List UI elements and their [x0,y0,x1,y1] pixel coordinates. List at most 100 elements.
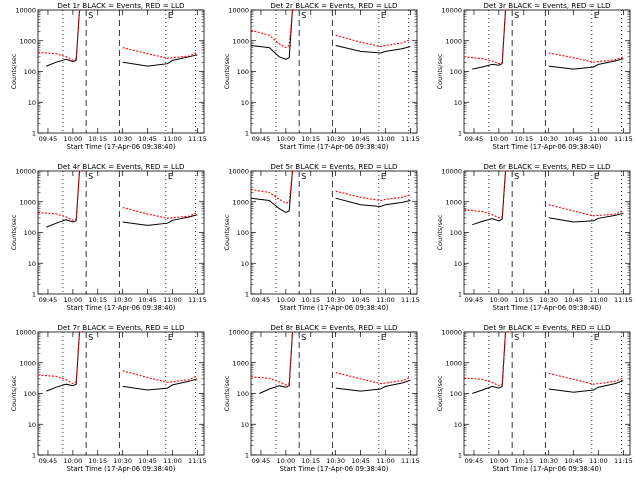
x-tick-label: 11:15 [188,135,207,143]
x-tick-label: 09:45 [39,457,58,465]
y-tick-label: 10 [28,99,36,107]
x-tick-label: 10:00 [63,296,82,304]
events-series-line [46,331,83,392]
y-tick-label: 10000 [15,329,36,337]
x-tick-label: 10:30 [326,296,345,304]
y-tick-label: 1000 [232,359,249,367]
x-tick-label: 10:00 [276,135,295,143]
x-axis-label: Start Time (17-Apr-06 09:38:40) [67,304,176,312]
x-tick-label: 10:30 [113,135,132,143]
y-tick-label: 10 [28,260,36,268]
x-tick-label: 11:15 [188,296,207,304]
panel-title: Det 8r BLACK = Events, RED = LLD [270,323,398,332]
x-tick-label: 11:00 [163,457,182,465]
y-tick-label: 10 [28,421,36,429]
detector-panel-9: Det 9r BLACK = Events, RED = LLD 1 10 100 10… [436,323,633,473]
start-marker: S [301,333,306,342]
y-tick-label: 10000 [228,7,249,15]
x-tick-label: 10:30 [539,296,558,304]
lld-series-line [335,190,411,202]
y-tick-label: 10 [241,99,249,107]
x-tick-label: 10:00 [63,135,82,143]
y-tick-label: 10000 [228,168,249,176]
detector-panel-6: Det 6r BLACK = Events, RED = LLD 1 10 100 10… [436,162,633,312]
x-tick-label: 10:45 [138,135,157,143]
events-series-line [250,9,296,60]
y-tick-label: 10000 [441,7,462,15]
y-tick-label: 100 [237,390,249,398]
y-tick-label: 1 [32,130,36,138]
y-tick-label: 100 [237,229,249,237]
x-axis-label: Start Time (17-Apr-06 09:38:40) [280,304,389,312]
panel-title: Det 6r BLACK = Events, RED = LLD [483,162,611,171]
x-axis-label: Start Time (17-Apr-06 09:38:40) [493,143,602,151]
events-series-line [335,45,411,54]
y-tick-label: 100 [450,390,462,398]
x-tick-label: 11:15 [614,135,633,143]
panel-title: Det 4r BLACK = Events, RED = LLD [57,162,185,171]
events-series-line [548,58,624,70]
lld-series-line [122,370,198,383]
x-axis-label: Start Time (17-Apr-06 09:38:40) [493,465,602,473]
y-tick-label: 100 [24,68,36,76]
x-tick-label: 09:45 [252,296,271,304]
end-marker: E [381,172,386,181]
x-tick-label: 09:45 [39,135,58,143]
x-tick-label: 10:45 [351,457,370,465]
x-tick-label: 10:30 [539,457,558,465]
x-axis-label: Start Time (17-Apr-06 09:38:40) [67,465,176,473]
events-series-line [250,170,296,213]
x-tick-label: 11:15 [401,296,420,304]
lld-series-line [548,52,624,63]
y-axis-label: Counts/sec [10,53,18,89]
y-tick-label: 1000 [232,198,249,206]
panel-title: Det 2r BLACK = Events, RED = LLD [270,1,398,10]
events-series-line [548,212,624,223]
y-tick-label: 10 [454,99,462,107]
x-tick-label: 09:45 [252,457,271,465]
y-tick-label: 100 [24,390,36,398]
x-tick-label: 10:30 [326,457,345,465]
x-tick-label: 10:30 [113,457,132,465]
lld-series-line [463,170,509,219]
x-tick-label: 10:45 [564,457,583,465]
y-tick-label: 1 [245,452,249,460]
lld-series-line [548,372,624,385]
x-tick-label: 11:15 [401,457,420,465]
x-tick-label: 10:15 [88,457,107,465]
y-tick-label: 1000 [232,37,249,45]
x-tick-label: 10:30 [113,296,132,304]
panel-title: Det 1r BLACK = Events, RED = LLD [57,1,185,10]
x-axis-label: Start Time (17-Apr-06 09:38:40) [493,304,602,312]
y-tick-label: 1 [458,452,462,460]
x-tick-label: 10:30 [539,135,558,143]
y-tick-label: 100 [450,68,462,76]
y-tick-label: 1000 [445,37,462,45]
start-marker: S [301,11,306,20]
x-tick-label: 09:45 [252,135,271,143]
y-axis-label: Counts/sec [223,53,231,89]
x-tick-label: 10:00 [276,296,295,304]
y-axis-label: Counts/sec [436,375,444,411]
detector-panel-7: Det 7r BLACK = Events, RED = LLD 1 10 100 10… [10,323,207,473]
start-marker: S [514,172,519,181]
events-series-line [122,54,198,67]
x-tick-label: 11:00 [376,296,395,304]
end-marker: E [168,333,173,342]
y-tick-label: 1000 [445,359,462,367]
lld-series-line [250,170,296,204]
y-tick-label: 10000 [228,329,249,337]
y-tick-label: 1 [32,452,36,460]
x-tick-label: 09:45 [465,457,484,465]
detector-panel-8: Det 8r BLACK = Events, RED = LLD 1 10 100 10… [223,323,420,473]
events-series-line [472,170,509,226]
start-marker: S [88,11,93,20]
events-series-line [122,214,198,226]
y-tick-label: 10 [454,260,462,268]
x-tick-label: 10:45 [351,296,370,304]
x-tick-label: 10:45 [138,457,157,465]
start-marker: S [301,172,306,181]
y-axis-label: Counts/sec [10,375,18,411]
x-tick-label: 11:15 [614,296,633,304]
detector-panel-2: Det 2r BLACK = Events, RED = LLD 1 10 100 10… [223,1,420,151]
